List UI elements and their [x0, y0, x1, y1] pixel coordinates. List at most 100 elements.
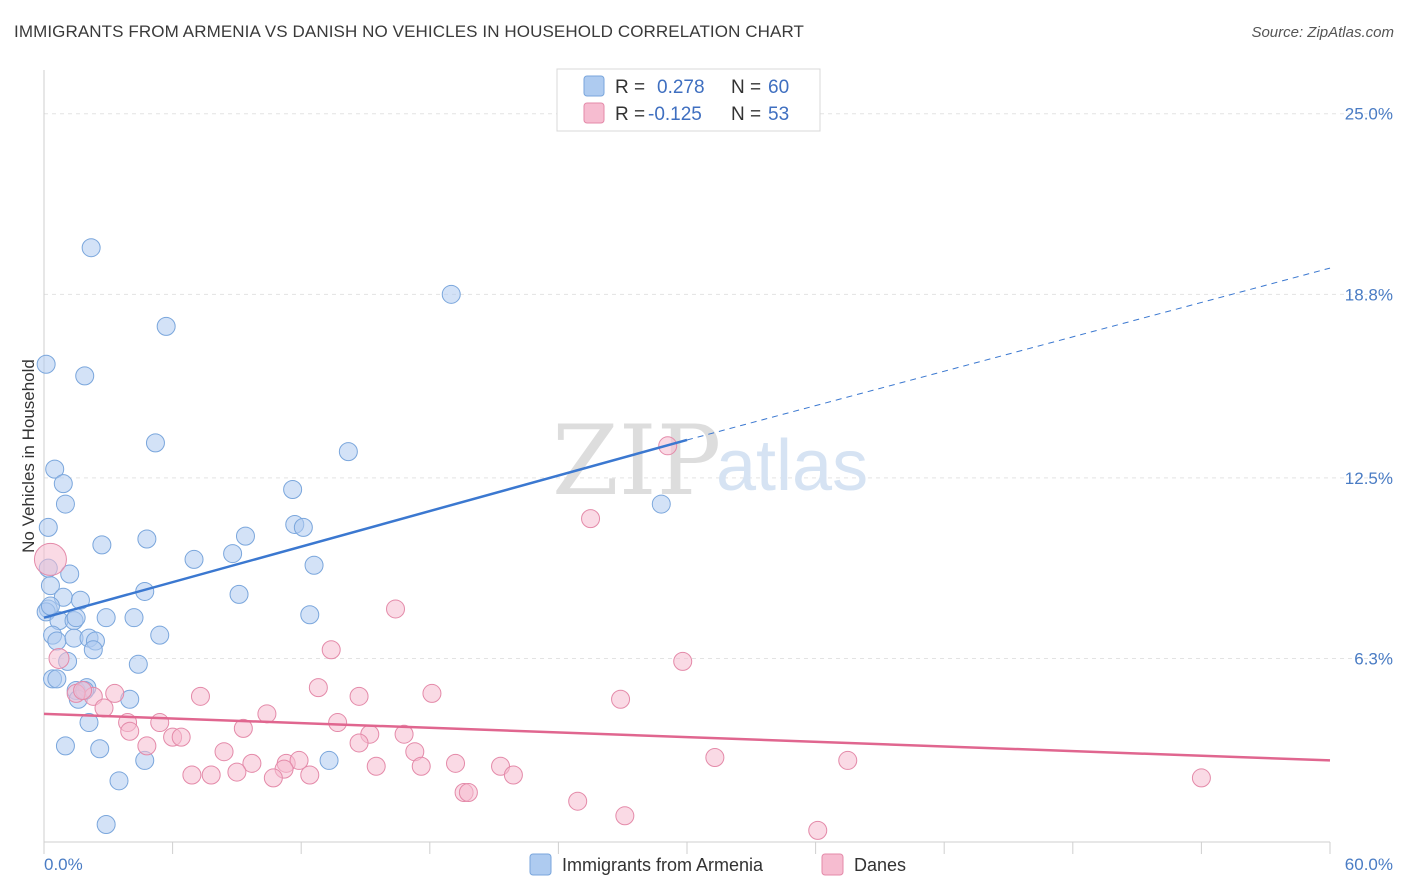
point-s1-28: [214, 742, 234, 762]
point-s1-3: [581, 509, 601, 529]
point-s0-41: [83, 640, 103, 660]
point-s1-9: [349, 686, 369, 706]
series-0: [36, 238, 671, 835]
series-1: [33, 436, 1211, 840]
point-s0-50: [55, 736, 75, 756]
legend-n-value-armenia: 60: [768, 77, 789, 98]
point-s1-35: [366, 756, 386, 776]
axes: [43, 70, 1331, 854]
point-s0-9: [55, 494, 75, 514]
series-points: [33, 238, 1211, 840]
watermark-atlas: atlas: [716, 426, 868, 506]
y-tick-label-0: 6.3%: [1354, 649, 1393, 668]
point-s1-6: [321, 640, 341, 660]
point-s1-37: [446, 753, 466, 773]
legend-swatch-armenia: [583, 75, 605, 97]
point-s0-34: [300, 605, 320, 625]
point-s0-20: [304, 555, 324, 575]
point-s0-44: [47, 669, 67, 689]
point-s0-36: [47, 631, 67, 651]
x-tick-labels: 0.0% 60.0%: [44, 855, 1393, 874]
y-tick-label-1: 12.5%: [1345, 469, 1393, 488]
point-s0-42: [128, 654, 148, 674]
point-s0-53: [319, 750, 339, 770]
watermark: ZIP atlas: [552, 405, 868, 517]
point-s1-32: [242, 753, 262, 773]
watermark-zip: ZIP: [552, 405, 721, 517]
chart-title: IMMIGRANTS FROM ARMENIA VS DANISH NO VEH…: [14, 22, 805, 41]
legend-n-label-armenia: N =: [731, 77, 761, 98]
point-s0-54: [109, 771, 129, 791]
point-s1-51: [808, 820, 828, 840]
point-s0-32: [96, 608, 116, 628]
source-label: Source: ZipAtlas.com: [1251, 24, 1394, 41]
point-s0-7: [45, 459, 65, 479]
point-s0-11: [651, 494, 671, 514]
trend-lines: [43, 267, 1331, 762]
point-s0-4: [441, 284, 461, 304]
legend-r-value-armenia: 0.278: [657, 77, 705, 98]
point-s1-44: [300, 765, 320, 785]
point-s0-33: [124, 608, 144, 628]
point-s1-15: [94, 698, 114, 718]
bottom-legend-label-armenia: Immigrants from Armenia: [562, 855, 764, 875]
point-s0-57: [40, 596, 60, 616]
point-s1-52: [73, 681, 93, 701]
legend-n-label-danes: N =: [731, 104, 761, 125]
y-axis-label: No Vehicles in Household: [19, 359, 38, 553]
point-s1-31: [838, 750, 858, 770]
point-s1-50: [615, 806, 635, 826]
trend-line-armenia: [43, 438, 688, 619]
grid-lines: [44, 113, 1392, 659]
point-s0-17: [235, 526, 255, 546]
bottom-legend: Immigrants from Armenia Danes: [529, 853, 906, 876]
point-s0-2: [36, 354, 56, 374]
point-s1-36: [411, 756, 431, 776]
point-s0-18: [223, 544, 243, 564]
point-s0-8: [53, 474, 73, 494]
point-s1-8: [422, 683, 442, 703]
legend: R = 0.278 N = 60 R = -0.125 N = 53: [556, 68, 821, 132]
point-s1-19: [120, 721, 140, 741]
point-s1-23: [171, 727, 191, 747]
x-tick-label-0: 0.0%: [44, 855, 83, 874]
point-s0-16: [137, 529, 157, 549]
y-tick-labels: 6.3% 12.5% 18.8% 25.0%: [1345, 105, 1393, 669]
point-s1-4: [386, 599, 406, 619]
trend-line-armenia-extension: [686, 267, 1331, 441]
point-s0-49: [79, 713, 99, 733]
x-tick-label-1: 60.0%: [1345, 855, 1393, 874]
point-s1-7: [308, 678, 328, 698]
point-s1-41: [182, 765, 202, 785]
legend-n-value-danes: 53: [768, 104, 789, 125]
point-s1-27: [137, 736, 157, 756]
bottom-legend-swatch-armenia: [529, 853, 552, 876]
point-s1-49: [568, 791, 588, 811]
point-s0-21: [60, 564, 80, 584]
y-tick-label-3: 25.0%: [1345, 105, 1393, 124]
point-s0-19: [184, 549, 204, 569]
point-s0-14: [293, 517, 313, 537]
point-s0-10: [283, 480, 303, 500]
point-s1-46: [1191, 768, 1211, 788]
bottom-legend-swatch-danes: [821, 853, 844, 876]
point-s1-40: [227, 762, 247, 782]
point-s0-40: [150, 625, 170, 645]
point-s0-24: [70, 590, 90, 610]
point-s0-0: [81, 238, 101, 258]
point-s0-3: [75, 366, 95, 386]
point-s1-42: [201, 765, 221, 785]
point-s0-6: [338, 442, 358, 462]
trend-line-danes: [43, 712, 1331, 762]
point-s1-18: [150, 713, 170, 733]
point-s1-30: [705, 748, 725, 768]
point-s1-0: [33, 542, 67, 576]
point-s1-10: [611, 689, 631, 709]
legend-r-label-danes: R =: [615, 104, 645, 125]
point-s0-1: [156, 316, 176, 336]
point-s1-12: [190, 686, 210, 706]
y-tick-label-2: 18.8%: [1345, 285, 1393, 304]
point-s0-26: [229, 584, 249, 604]
point-s1-45: [503, 765, 523, 785]
